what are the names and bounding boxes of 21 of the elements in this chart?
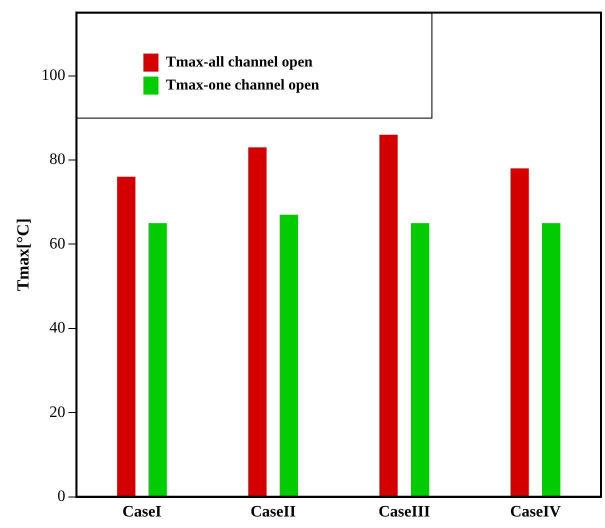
legend-label: Tmax-one channel open bbox=[166, 77, 320, 94]
y-tick-label: 40 bbox=[49, 320, 66, 337]
legend-label: Tmax-all channel open bbox=[166, 54, 314, 70]
y-axis-title: Tmax[°C] bbox=[14, 218, 33, 292]
bar bbox=[280, 214, 298, 496]
bar bbox=[379, 134, 398, 496]
y-tick-label: 0 bbox=[57, 488, 66, 506]
y-tick-label: 80 bbox=[49, 151, 66, 168]
bar bbox=[542, 223, 560, 496]
x-tick-label: CaseIII bbox=[378, 504, 430, 521]
y-tick-label: 60 bbox=[49, 235, 66, 252]
x-tick-label: CaseII bbox=[250, 504, 296, 521]
y-tick-label: 100 bbox=[41, 66, 66, 84]
bar bbox=[148, 223, 167, 496]
x-tick-label: CaseIV bbox=[510, 504, 562, 521]
y-tick-label: 20 bbox=[49, 404, 66, 421]
bar bbox=[117, 176, 136, 496]
bar bbox=[510, 168, 529, 496]
bar bbox=[410, 223, 430, 496]
bar bbox=[248, 147, 267, 496]
x-tick-label: CaseI bbox=[122, 504, 162, 521]
